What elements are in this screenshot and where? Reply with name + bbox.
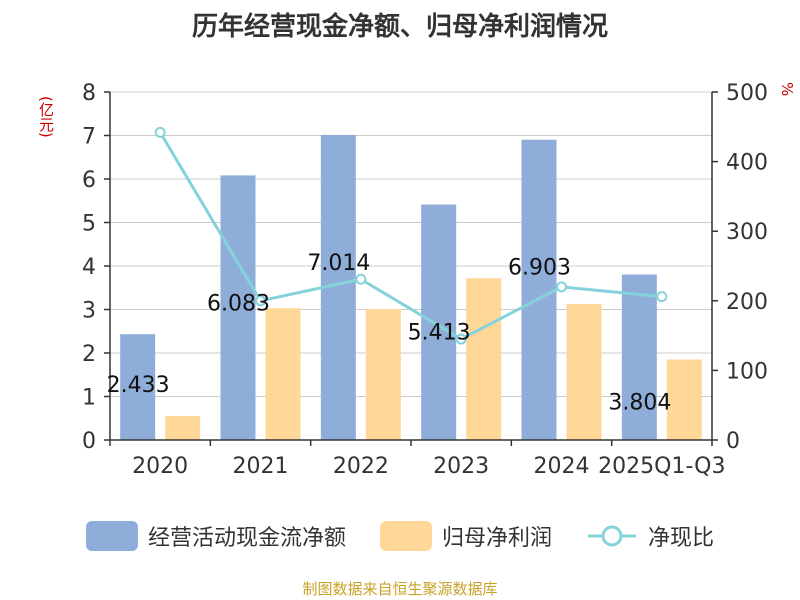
y-left-tick-label: 5 xyxy=(82,212,96,237)
chart-title: 历年经营现金净额、归母净利润情况 xyxy=(191,12,608,42)
x-tick-label: 2022 xyxy=(333,454,389,479)
x-tick-label: 2023 xyxy=(433,454,489,479)
bar-operating-cash-flow xyxy=(621,274,657,440)
legend-swatch-operating-cash-flow xyxy=(85,521,138,551)
data-label-operating-cash-flow: 2.433 xyxy=(107,373,170,398)
data-label-operating-cash-flow: 3.804 xyxy=(608,391,671,416)
y-right-tick-label: 300 xyxy=(726,220,768,245)
bar-net-profit xyxy=(666,359,702,440)
bar-operating-cash-flow xyxy=(120,334,156,440)
bar-operating-cash-flow xyxy=(521,139,557,441)
legend-label-operating-cash-flow: 经营活动现金流净额 xyxy=(147,526,346,551)
y-right-tick-label: 500 xyxy=(726,81,768,106)
right-axis-unit: % xyxy=(778,82,796,97)
left-axis-unit: (亿元) xyxy=(37,96,55,138)
legend-item-net-profit[interactable]: 归母净利润 xyxy=(379,520,552,552)
y-right-tick-label: 0 xyxy=(726,429,740,454)
x-tick-label: 2020 xyxy=(132,454,188,479)
legend-item-cash-ratio[interactable]: 净现比 xyxy=(586,520,714,552)
series-line-cash-ratio xyxy=(158,131,662,341)
legend-label-net-profit: 归母净利润 xyxy=(441,526,552,551)
y-left-tick-label: 3 xyxy=(82,299,96,324)
data-label-operating-cash-flow: 7.014 xyxy=(307,251,370,276)
y-right-tick-label: 200 xyxy=(726,290,768,315)
bar-operating-cash-flow xyxy=(220,175,256,440)
data-label-operating-cash-flow: 6.083 xyxy=(207,291,270,316)
x-tick-label: 2021 xyxy=(233,454,289,479)
bar-net-profit xyxy=(265,308,301,440)
data-label-operating-cash-flow: 6.903 xyxy=(508,256,571,281)
y-right-tick-label: 100 xyxy=(726,359,768,384)
point-cash-ratio xyxy=(154,126,166,138)
bar-net-profit xyxy=(466,278,502,440)
y-left-tick-label: 8 xyxy=(82,81,96,106)
point-cash-ratio xyxy=(556,281,567,293)
y-left-tick-label: 2 xyxy=(82,342,96,367)
legend-label-cash-ratio: 净现比 xyxy=(648,526,715,551)
point-cash-ratio xyxy=(656,291,668,303)
x-tick-label: 2025Q1-Q3 xyxy=(598,454,725,479)
bar-net-profit xyxy=(165,416,201,440)
bar-net-profit xyxy=(566,303,602,440)
bar-net-profit xyxy=(365,309,401,440)
y-left-tick-label: 1 xyxy=(82,386,96,411)
legend: 经营活动现金流净额 归母净利润 净现比 xyxy=(0,516,800,556)
bar-operating-cash-flow xyxy=(421,204,457,440)
y-left-tick-label: 0 xyxy=(82,429,96,454)
y-right-tick-label: 400 xyxy=(726,151,768,176)
legend-swatch-net-profit xyxy=(379,521,432,551)
y-left-tick-label: 7 xyxy=(82,125,96,150)
point-cash-ratio xyxy=(455,333,467,345)
data-label-operating-cash-flow: 5.413 xyxy=(408,321,471,346)
point-cash-ratio xyxy=(255,295,266,307)
point-cash-ratio xyxy=(355,273,367,285)
y-left-tick-label: 4 xyxy=(82,255,96,280)
legend-swatch-cash-ratio xyxy=(588,525,636,547)
data-source-note: 制图数据来自恒生聚源数据库 xyxy=(302,580,498,598)
y-left-tick-label: 6 xyxy=(82,168,96,193)
legend-item-operating-cash-flow[interactable]: 经营活动现金流净额 xyxy=(85,520,346,552)
x-tick-label: 2024 xyxy=(534,454,590,479)
